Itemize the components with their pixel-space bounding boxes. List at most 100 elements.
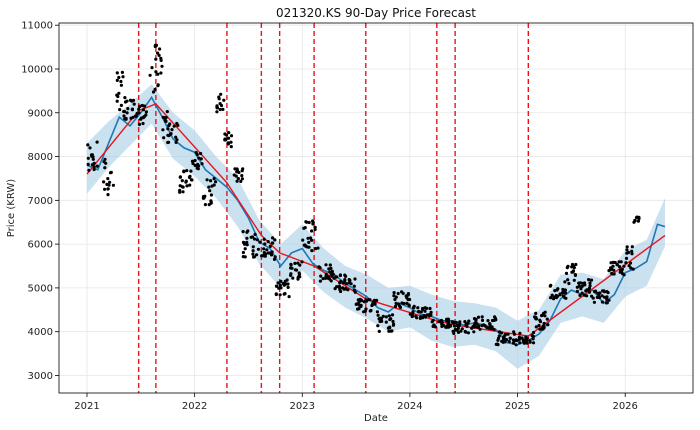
observed-point [296,277,300,281]
observed-point [310,249,314,253]
observed-point [166,133,170,137]
observed-point [307,240,311,244]
observed-point [493,316,497,320]
observed-point [561,287,565,292]
observed-point [316,246,320,250]
observed-point [141,121,145,126]
observed-point [478,327,482,331]
observed-point [289,263,293,267]
observed-point [209,199,213,203]
observed-point [115,99,119,103]
observed-point [400,290,404,294]
plot-frame [58,22,694,394]
observed-point [119,83,123,87]
observed-point [270,250,274,254]
observed-point [486,319,490,323]
observed-point [121,75,125,79]
observed-point [273,238,277,242]
observed-point [357,300,361,304]
observed-point [250,235,255,239]
observed-point [474,319,478,323]
observed-point [532,330,536,335]
observed-point [598,291,602,295]
observed-point [580,281,585,285]
observed-point [205,178,209,182]
observed-point [215,104,219,108]
observed-point [353,277,357,281]
observed-point [278,283,282,287]
observed-point [572,278,576,282]
observed-point [126,107,130,111]
observed-point [407,304,411,308]
observed-point [567,281,571,286]
y-tick-label: 3000 [28,371,53,382]
observed-point [117,91,121,95]
observed-point [296,261,300,265]
observed-point [119,103,123,107]
observed-point [463,320,467,324]
observed-point [416,306,420,310]
observed-point [357,303,361,307]
observed-point [501,340,505,344]
observed-point [545,317,549,321]
observed-point [279,279,283,283]
observed-point [561,294,565,298]
observed-point [311,220,315,224]
observed-point [600,294,604,298]
observed-point [542,321,546,326]
observed-point [300,260,304,264]
observed-point [111,183,115,187]
observed-point [271,236,275,240]
observed-point [245,240,249,244]
observed-point [612,268,616,272]
observed-point [388,326,392,330]
observed-point [252,237,257,241]
observed-point [631,267,635,271]
observed-point [277,286,281,290]
observed-point [476,315,481,319]
observed-point [297,274,301,278]
observed-point [543,314,547,318]
chart-title: 021320.KS 90-Day Price Forecast [276,6,476,20]
y-tick-label: 4000 [28,327,53,338]
observed-point [241,255,245,259]
observed-point [307,220,311,225]
observed-point [86,156,90,160]
observed-point [563,280,567,284]
observed-point [221,107,225,111]
observed-point [408,312,412,316]
observed-point [166,127,170,131]
observed-point [175,138,179,142]
observed-point [384,320,388,324]
observed-points [86,43,641,347]
observed-point [423,306,427,310]
observed-point [137,107,141,111]
observed-point [571,264,575,268]
observed-point [387,329,391,333]
observed-point [294,268,299,272]
observed-point [151,90,156,94]
observed-point [534,311,538,315]
observed-point [489,327,493,331]
observed-point [338,288,342,292]
observed-point [235,170,239,174]
observed-point [615,263,619,267]
observed-point [289,272,293,276]
observed-point [611,264,615,268]
y-tick-label: 5000 [28,283,53,294]
observed-point [226,141,230,145]
observed-point [421,306,425,311]
observed-point [381,314,385,318]
observed-point [497,334,501,338]
observed-point [154,57,158,61]
observed-point [215,110,219,114]
observed-point [578,293,582,297]
observed-point [439,320,443,324]
observed-point [492,327,496,332]
grid-lines [59,23,693,393]
observed-point [580,291,584,295]
observed-point [207,185,211,189]
observed-point [605,297,609,301]
observed-point [185,184,189,188]
forecast-series [86,95,666,346]
